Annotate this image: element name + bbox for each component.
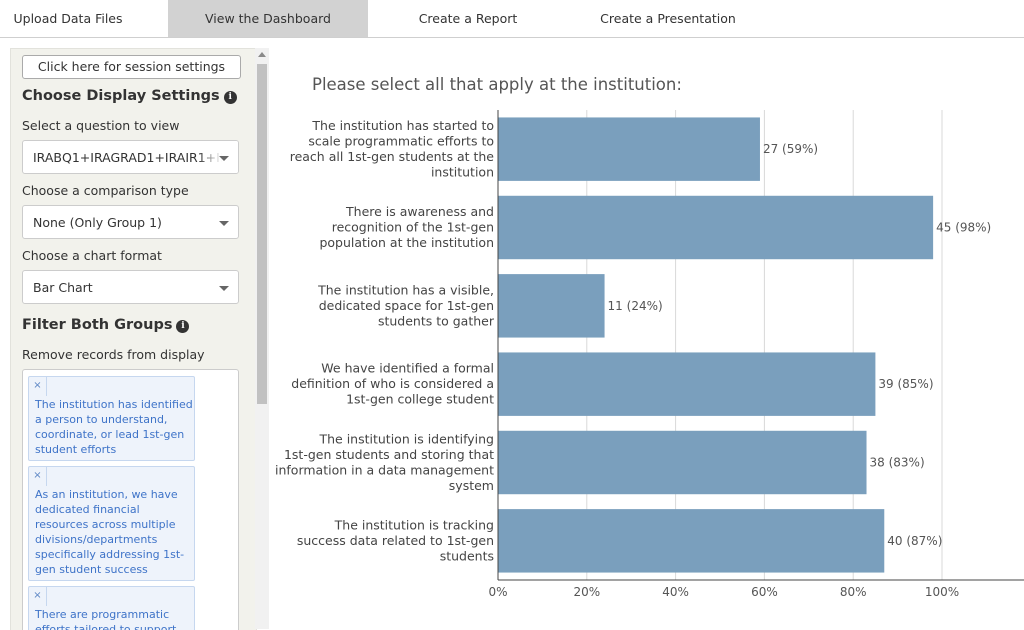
chip-label: There are programmatic efforts tailored …	[35, 608, 177, 630]
tab-create-presentation[interactable]: Create a Presentation	[600, 11, 736, 26]
category-label-line: 1st-gen students and storing that	[284, 447, 494, 462]
category-label-line: system	[449, 478, 494, 493]
filter-groups-title: Filter Both Groups	[22, 317, 173, 333]
category-label-line: The institution is tracking	[334, 517, 494, 532]
remove-records-multiselect[interactable]: × The institution has identified a perso…	[22, 369, 239, 630]
category-label-line: recognition of the 1st-gen	[332, 220, 494, 235]
bar-value-label: 38 (83%)	[870, 456, 925, 470]
x-tick-label: 20%	[573, 585, 600, 599]
sidebar-panel: Click here for session settings Choose D…	[10, 48, 257, 630]
category-label: The institution is identifying 1st-gen st…	[275, 431, 494, 493]
category-label-line: The institution has a visible,	[317, 282, 494, 297]
x-tick-label: 40%	[662, 585, 689, 599]
category-label-line: The institution is identifying	[318, 431, 494, 446]
category-label-line: reach all 1st-gen students at the	[290, 149, 495, 164]
session-settings-button[interactable]: Click here for session settings	[22, 55, 241, 79]
x-tick-label: 60%	[751, 585, 778, 599]
bar-value-label: 27 (59%)	[763, 142, 818, 156]
category-label-line: There is awareness and	[345, 204, 494, 219]
category-label: The institution is tracking success data …	[297, 517, 494, 563]
tab-upload-data-files[interactable]: Upload Data Files	[13, 11, 123, 26]
scroll-up-arrow-icon[interactable]	[258, 52, 266, 57]
remove-chip-icon[interactable]: ×	[29, 467, 47, 486]
category-label: We have identified a formal definition of…	[291, 361, 494, 407]
x-tick-label: 0%	[488, 585, 507, 599]
category-label-line: population at the institution	[319, 235, 494, 250]
tab-create-report[interactable]: Create a Report	[418, 11, 518, 26]
category-label-line: We have identified a formal	[321, 361, 494, 376]
category-label: The institution has a visible, dedicated …	[317, 282, 495, 328]
category-label-line: success data related to 1st-gen	[297, 533, 494, 548]
chip-label: The institution has identified a person …	[35, 398, 193, 456]
question-select-value: IRABQ1+IRAGRAD1+IRAIR1+IRAI	[33, 150, 239, 165]
top-nav: Upload Data Files View the Dashboard Cre…	[0, 0, 1024, 38]
display-settings-title: Choose Display Settings	[22, 88, 220, 104]
category-label-line: institution	[431, 164, 494, 179]
comparison-label: Choose a comparison type	[22, 183, 189, 198]
category-label-line: The institution has started to	[311, 118, 494, 133]
bar	[498, 117, 760, 181]
chip-label: As an institution, we have dedicated fin…	[35, 488, 185, 576]
chevron-down-icon	[219, 286, 229, 291]
info-icon[interactable]: i	[223, 91, 237, 104]
comparison-select[interactable]: None (Only Group 1)	[22, 205, 239, 239]
filter-groups-heading: Filter Both Groups i	[22, 317, 190, 333]
remove-chip-icon[interactable]: ×	[29, 587, 47, 606]
filter-chip: × The institution has identified a perso…	[28, 376, 195, 461]
select-fade	[198, 141, 238, 173]
bar	[498, 509, 885, 573]
x-tick-label: 80%	[840, 585, 867, 599]
sidebar-scrollbar[interactable]	[255, 48, 269, 629]
remove-records-label: Remove records from display	[22, 347, 205, 362]
category-label-line: students	[440, 548, 494, 563]
bar-value-label: 11 (24%)	[608, 299, 663, 313]
bar-value-label: 45 (98%)	[936, 221, 991, 235]
scroll-thumb[interactable]	[257, 64, 267, 404]
category-label-line: scale programmatic efforts to	[308, 133, 494, 148]
chart-title: Please select all that apply at the inst…	[312, 75, 682, 94]
tab-view-dashboard[interactable]: View the Dashboard	[168, 0, 368, 37]
format-label: Choose a chart format	[22, 248, 162, 263]
category-label-line: 1st-gen college student	[346, 392, 494, 407]
category-label: The institution has started to scale prog…	[290, 118, 495, 180]
chevron-down-icon	[219, 221, 229, 226]
bar	[498, 352, 876, 416]
bar	[498, 430, 867, 495]
category-label-line: definition of who is considered a	[291, 376, 494, 391]
category-label-line: students to gather	[378, 313, 495, 328]
question-select[interactable]: IRABQ1+IRAGRAD1+IRAIR1+IRAI	[22, 140, 239, 174]
format-select[interactable]: Bar Chart	[22, 270, 239, 304]
info-icon[interactable]: i	[176, 320, 190, 333]
bar-value-label: 39 (85%)	[878, 377, 933, 391]
bar-value-label: 40 (87%)	[887, 534, 942, 548]
bar	[498, 274, 605, 338]
filter-chip: × As an institution, we have dedicated f…	[28, 466, 195, 581]
category-label-line: information in a data management	[275, 462, 494, 477]
filter-chip: × There are programmatic efforts tailore…	[28, 586, 195, 630]
format-select-value: Bar Chart	[33, 280, 93, 295]
bar	[498, 195, 934, 260]
category-label-line: dedicated space for 1st-gen	[319, 298, 494, 313]
question-label: Select a question to view	[22, 118, 180, 133]
x-tick-label: 100%	[925, 585, 959, 599]
comparison-select-value: None (Only Group 1)	[33, 215, 162, 230]
display-settings-heading: Choose Display Settings i	[22, 88, 237, 104]
remove-chip-icon[interactable]: ×	[29, 377, 47, 396]
category-label: There is awareness and recognition of the…	[319, 204, 494, 250]
chevron-down-icon	[219, 156, 229, 161]
